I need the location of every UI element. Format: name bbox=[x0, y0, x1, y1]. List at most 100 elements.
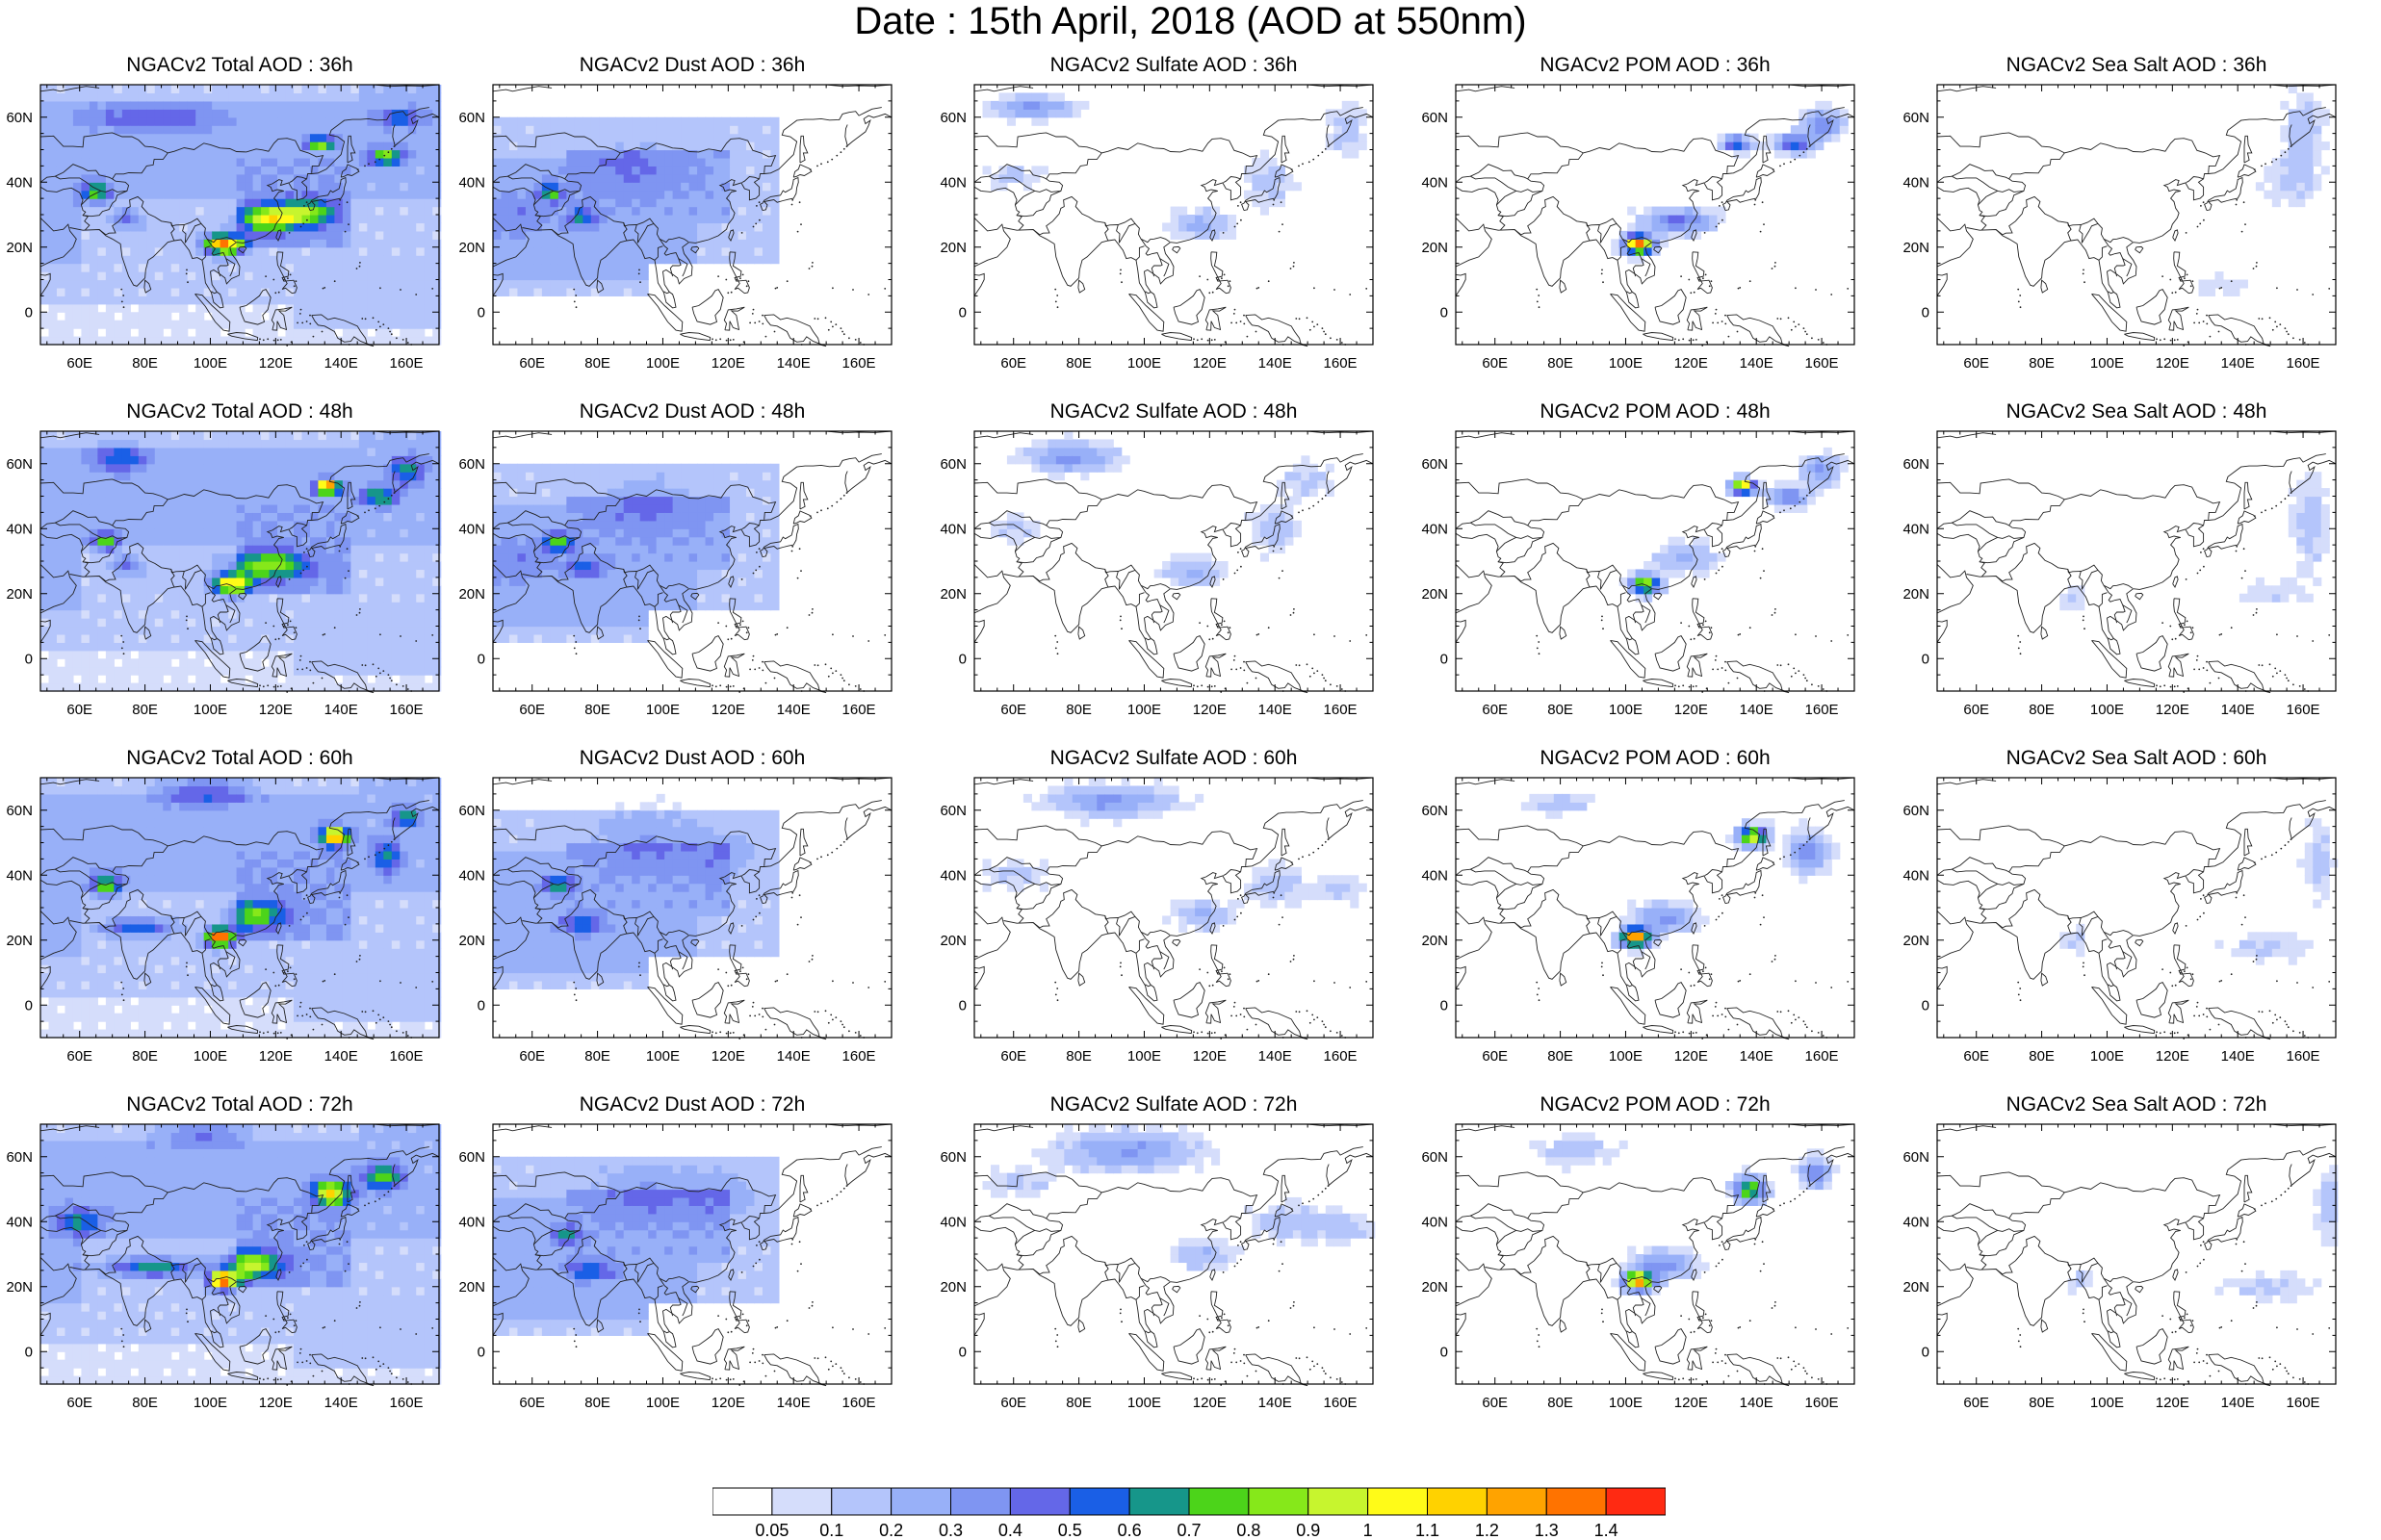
lat-tick-label: 60N bbox=[940, 456, 967, 473]
panel-title: NGACv2 Sulfate AOD : 36h bbox=[974, 54, 1373, 77]
colorbar-label: 0.2 bbox=[879, 1521, 903, 1540]
panel-title: NGACv2 POM AOD : 60h bbox=[1456, 747, 1854, 770]
lon-tick-label: 120E bbox=[259, 702, 293, 718]
lat-tick-label: 20N bbox=[1902, 586, 1929, 603]
lon-tick-label: 80E bbox=[1066, 702, 1092, 718]
lat-tick-label: 0 bbox=[25, 1344, 33, 1360]
panel-title: NGACv2 Dust AOD : 48h bbox=[493, 400, 892, 424]
colorbar-label: 1 bbox=[1363, 1521, 1373, 1540]
lat-tick-label: 20N bbox=[1421, 240, 1448, 256]
lat-tick-label: 20N bbox=[940, 240, 967, 256]
lon-tick-label: 80E bbox=[1547, 355, 1573, 372]
lat-tick-label: 20N bbox=[1421, 586, 1448, 603]
lon-tick-label: 140E bbox=[2221, 702, 2255, 718]
lon-tick-label: 80E bbox=[1547, 702, 1573, 718]
lat-tick-label: 0 bbox=[478, 997, 485, 1014]
lon-tick-label: 60E bbox=[1963, 1048, 1989, 1065]
lat-tick-label: 60N bbox=[1421, 110, 1448, 126]
lat-tick-label: 40N bbox=[1902, 521, 1929, 537]
lat-tick-label: 20N bbox=[6, 240, 33, 256]
lon-tick-label: 140E bbox=[777, 1048, 811, 1065]
lon-tick-label: 120E bbox=[2156, 702, 2189, 718]
lon-tick-label: 60E bbox=[519, 702, 545, 718]
lon-tick-label: 60E bbox=[1482, 702, 1508, 718]
lat-tick-label: 40N bbox=[1421, 521, 1448, 537]
lon-tick-label: 160E bbox=[2287, 1395, 2320, 1411]
lat-tick-label: 40N bbox=[1902, 1214, 1929, 1230]
lon-tick-label: 160E bbox=[390, 355, 424, 372]
lon-tick-label: 100E bbox=[1127, 702, 1161, 718]
lon-tick-label: 140E bbox=[2221, 1395, 2255, 1411]
colorbar-swatch bbox=[892, 1488, 951, 1515]
colorbar-swatch bbox=[1368, 1488, 1428, 1515]
lon-tick-label: 80E bbox=[132, 355, 158, 372]
lat-tick-label: 60N bbox=[6, 1149, 33, 1166]
lon-tick-label: 140E bbox=[324, 1395, 358, 1411]
lon-tick-label: 60E bbox=[1000, 1048, 1026, 1065]
colorbar-swatch bbox=[1189, 1488, 1249, 1515]
lat-tick-label: 60N bbox=[458, 110, 485, 126]
lon-tick-label: 60E bbox=[1000, 702, 1026, 718]
lon-tick-label: 60E bbox=[66, 1395, 92, 1411]
lat-tick-label: 60N bbox=[458, 456, 485, 473]
lon-tick-label: 60E bbox=[1000, 1395, 1026, 1411]
lat-tick-label: 60N bbox=[940, 803, 967, 819]
lon-tick-label: 160E bbox=[1324, 1048, 1358, 1065]
colorbar-label: 0.5 bbox=[1058, 1521, 1082, 1540]
lat-tick-label: 20N bbox=[940, 933, 967, 949]
lon-tick-label: 80E bbox=[584, 355, 610, 372]
lat-tick-label: 60N bbox=[458, 803, 485, 819]
lon-tick-label: 160E bbox=[1324, 702, 1358, 718]
lat-tick-label: 60N bbox=[1902, 110, 1929, 126]
lon-tick-label: 100E bbox=[1609, 702, 1643, 718]
lon-tick-label: 140E bbox=[1740, 702, 1773, 718]
lon-tick-label: 100E bbox=[1609, 1048, 1643, 1065]
colorbar-label: 1.3 bbox=[1535, 1521, 1559, 1540]
colorbar-swatch bbox=[1487, 1488, 1546, 1515]
lat-tick-label: 60N bbox=[6, 110, 33, 126]
colorbar-swatch bbox=[1070, 1488, 1129, 1515]
panel-title: NGACv2 Total AOD : 72h bbox=[40, 1093, 439, 1116]
lon-tick-label: 60E bbox=[1482, 1395, 1508, 1411]
lon-tick-label: 100E bbox=[2090, 1048, 2124, 1065]
panel-title: NGACv2 Sulfate AOD : 48h bbox=[974, 400, 1373, 424]
lon-tick-label: 60E bbox=[1963, 702, 1989, 718]
lon-tick-label: 140E bbox=[1258, 1395, 1292, 1411]
aod-field bbox=[40, 431, 441, 692]
lat-tick-label: 20N bbox=[1421, 1279, 1448, 1296]
lon-tick-label: 160E bbox=[842, 355, 876, 372]
lat-tick-label: 20N bbox=[1902, 933, 1929, 949]
lon-tick-label: 140E bbox=[1258, 702, 1292, 718]
lat-tick-label: 40N bbox=[6, 867, 33, 884]
lat-tick-label: 20N bbox=[458, 240, 485, 256]
lat-tick-label: 0 bbox=[1922, 997, 1929, 1014]
lon-tick-label: 140E bbox=[1740, 355, 1773, 372]
lon-tick-label: 100E bbox=[646, 355, 680, 372]
panel-title: NGACv2 Sulfate AOD : 72h bbox=[974, 1093, 1373, 1116]
colorbar bbox=[712, 1487, 1666, 1521]
lat-tick-label: 60N bbox=[6, 456, 33, 473]
lon-tick-label: 160E bbox=[390, 1048, 424, 1065]
lon-tick-label: 80E bbox=[584, 702, 610, 718]
lon-tick-label: 100E bbox=[646, 1395, 680, 1411]
aod-field bbox=[2198, 85, 2329, 296]
lon-tick-label: 80E bbox=[1547, 1048, 1573, 1065]
lat-tick-label: 0 bbox=[959, 997, 967, 1014]
lat-tick-label: 0 bbox=[959, 304, 967, 321]
lon-tick-label: 140E bbox=[2221, 355, 2255, 372]
lon-tick-label: 160E bbox=[2287, 702, 2320, 718]
lon-tick-label: 140E bbox=[1740, 1395, 1773, 1411]
